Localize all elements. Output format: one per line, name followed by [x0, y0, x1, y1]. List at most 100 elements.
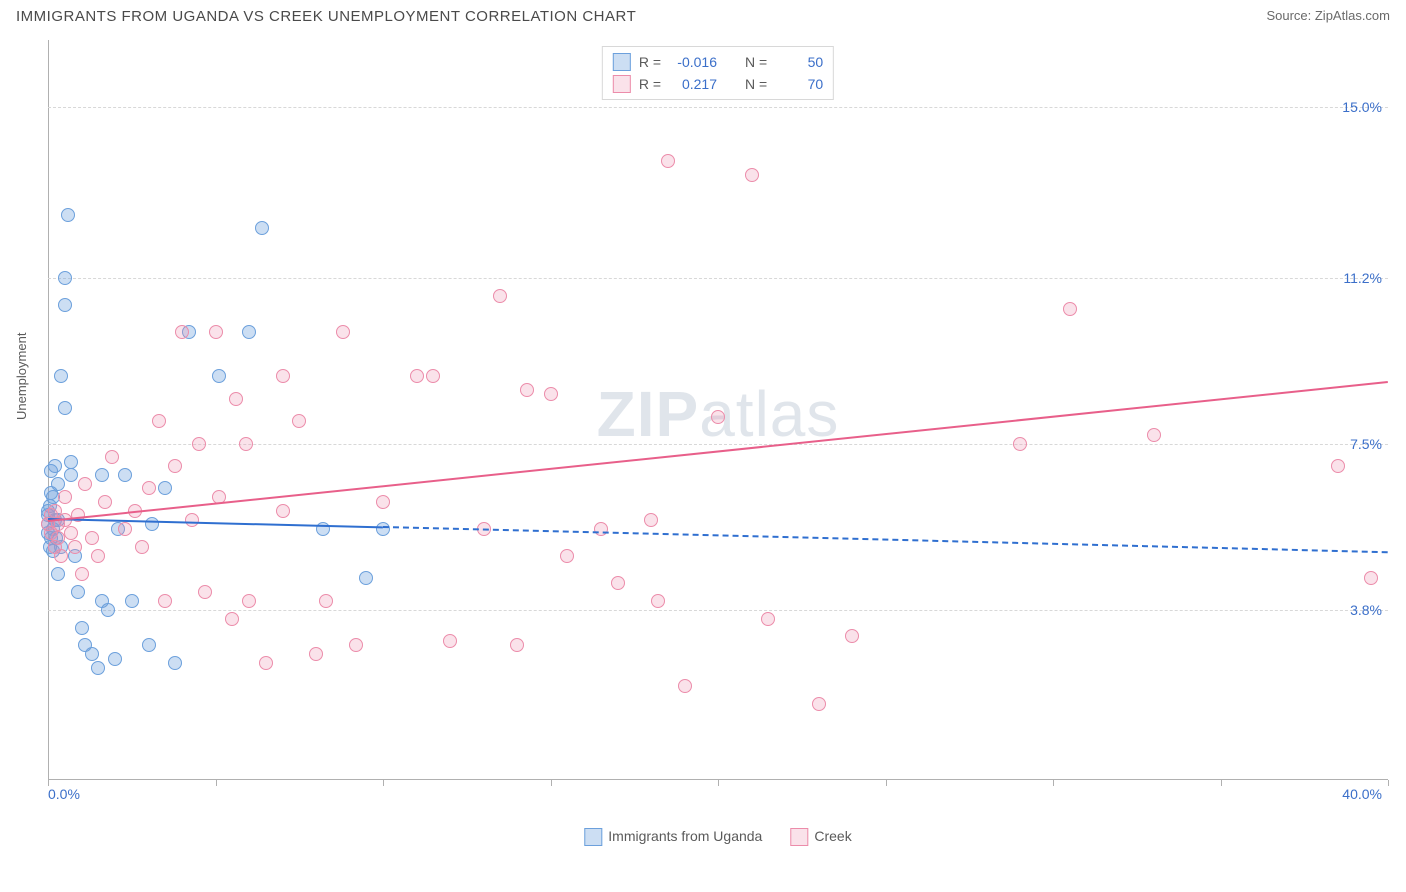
x-tick-mark: [383, 780, 384, 786]
data-point-uganda: [58, 271, 72, 285]
y-tick-label: 11.2%: [1343, 270, 1382, 286]
data-point-uganda: [95, 468, 109, 482]
data-point-creek: [510, 638, 524, 652]
data-point-uganda: [48, 459, 62, 473]
data-point-creek: [105, 450, 119, 464]
data-point-creek: [319, 594, 333, 608]
data-point-creek: [410, 369, 424, 383]
data-point-uganda: [108, 652, 122, 666]
scatter-chart: ZIPatlas R =-0.016N =50R =0.217N =70 Imm…: [48, 40, 1388, 820]
legend-r-value: -0.016: [669, 54, 717, 70]
data-point-creek: [292, 414, 306, 428]
trend-line: [48, 518, 383, 528]
data-point-uganda: [242, 325, 256, 339]
x-tick-mark: [551, 780, 552, 786]
data-point-creek: [336, 325, 350, 339]
x-tick-mark: [216, 780, 217, 786]
data-point-creek: [242, 594, 256, 608]
data-point-uganda: [85, 647, 99, 661]
x-tick-mark: [886, 780, 887, 786]
data-point-creek: [594, 522, 608, 536]
data-point-uganda: [64, 468, 78, 482]
data-point-creek: [678, 679, 692, 693]
data-point-creek: [229, 392, 243, 406]
x-tick-label: 40.0%: [1342, 786, 1382, 802]
data-point-creek: [225, 612, 239, 626]
legend-swatch: [584, 828, 602, 846]
x-tick-mark: [718, 780, 719, 786]
data-point-uganda: [58, 401, 72, 415]
data-point-creek: [493, 289, 507, 303]
data-point-creek: [91, 549, 105, 563]
data-point-uganda: [168, 656, 182, 670]
data-point-creek: [443, 634, 457, 648]
x-tick-label: 0.0%: [48, 786, 80, 802]
data-point-creek: [1063, 302, 1077, 316]
legend-swatch: [613, 53, 631, 71]
data-point-uganda: [118, 468, 132, 482]
data-point-creek: [239, 437, 253, 451]
data-point-creek: [644, 513, 658, 527]
data-point-creek: [661, 154, 675, 168]
legend-row-creek: R =0.217N =70: [613, 73, 823, 95]
legend-r-value: 0.217: [669, 76, 717, 92]
y-tick-label: 3.8%: [1350, 602, 1382, 618]
data-point-uganda: [51, 477, 65, 491]
y-axis-label: Unemployment: [14, 333, 29, 420]
grid-line: [48, 610, 1388, 611]
source-name: ZipAtlas.com: [1315, 8, 1390, 23]
data-point-uganda: [51, 567, 65, 581]
grid-line: [48, 107, 1388, 108]
data-point-creek: [168, 459, 182, 473]
data-point-creek: [192, 437, 206, 451]
source-prefix: Source:: [1266, 8, 1314, 23]
data-point-creek: [152, 414, 166, 428]
y-tick-label: 7.5%: [1350, 436, 1382, 452]
legend-swatch: [613, 75, 631, 93]
data-point-creek: [276, 369, 290, 383]
data-point-uganda: [61, 208, 75, 222]
data-point-creek: [1147, 428, 1161, 442]
data-point-uganda: [64, 455, 78, 469]
legend-r-label: R =: [639, 76, 661, 92]
legend-item-creek: Creek: [790, 828, 851, 846]
data-point-creek: [1331, 459, 1345, 473]
data-point-creek: [118, 522, 132, 536]
data-point-creek: [209, 325, 223, 339]
data-point-creek: [560, 549, 574, 563]
data-point-uganda: [376, 522, 390, 536]
data-point-creek: [259, 656, 273, 670]
x-tick-mark: [1388, 780, 1389, 786]
data-point-creek: [745, 168, 759, 182]
watermark-zip: ZIP: [597, 378, 700, 450]
chart-source: Source: ZipAtlas.com: [1266, 8, 1390, 23]
legend-swatch: [790, 828, 808, 846]
legend-row-uganda: R =-0.016N =50: [613, 51, 823, 73]
data-point-creek: [198, 585, 212, 599]
data-point-uganda: [91, 661, 105, 675]
y-tick-label: 15.0%: [1342, 99, 1382, 115]
data-point-creek: [651, 594, 665, 608]
data-point-uganda: [125, 594, 139, 608]
y-axis-line: [48, 40, 49, 780]
legend-n-label: N =: [745, 54, 767, 70]
data-point-creek: [544, 387, 558, 401]
data-point-creek: [1013, 437, 1027, 451]
data-point-creek: [845, 629, 859, 643]
data-point-uganda: [101, 603, 115, 617]
data-point-creek: [68, 540, 82, 554]
data-point-creek: [98, 495, 112, 509]
grid-line: [48, 278, 1388, 279]
data-point-creek: [51, 531, 65, 545]
data-point-creek: [85, 531, 99, 545]
trend-line: [48, 381, 1388, 522]
data-point-uganda: [145, 517, 159, 531]
data-point-creek: [135, 540, 149, 554]
legend-r-label: R =: [639, 54, 661, 70]
data-point-creek: [78, 477, 92, 491]
data-point-creek: [64, 526, 78, 540]
data-point-creek: [54, 549, 68, 563]
data-point-uganda: [75, 621, 89, 635]
data-point-creek: [426, 369, 440, 383]
legend-correlation: R =-0.016N =50R =0.217N =70: [602, 46, 834, 100]
